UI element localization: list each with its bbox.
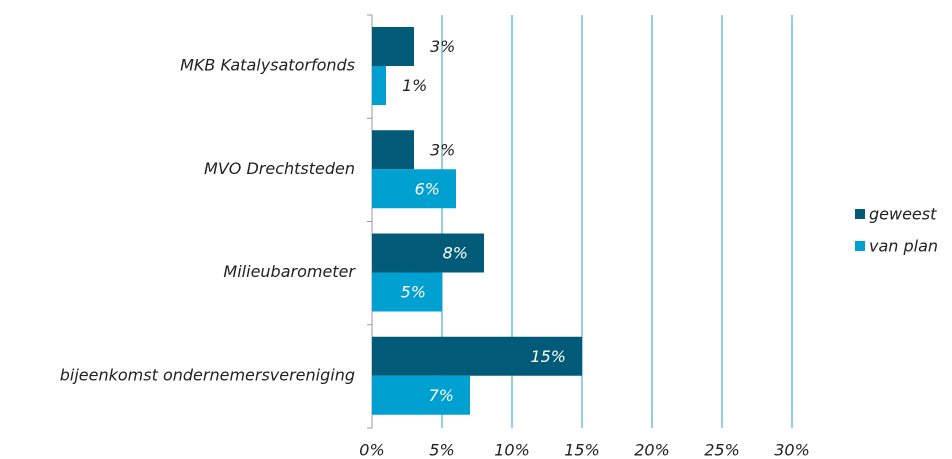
value-label: 7%	[429, 386, 454, 405]
legend-label: van plan	[869, 237, 938, 256]
bar	[372, 130, 414, 170]
bar	[372, 336, 582, 376]
value-label: 1%	[402, 76, 427, 95]
value-label: 15%	[530, 347, 566, 366]
legend-label: geweest	[869, 205, 937, 224]
x-tick-label: 25%	[704, 441, 740, 459]
bar	[372, 375, 470, 415]
y-tick-label: Milieubarometer	[223, 262, 356, 281]
bar	[372, 27, 414, 66]
x-tick-label: 20%	[634, 441, 670, 459]
x-tick-label: 10%	[494, 441, 530, 459]
value-label: 8%	[443, 244, 468, 263]
value-label: 5%	[401, 283, 426, 302]
bar	[372, 233, 484, 273]
bar	[372, 169, 456, 209]
value-label: 3%	[430, 140, 455, 159]
x-tick-label: 15%	[564, 441, 600, 459]
value-label: 3%	[430, 37, 455, 56]
bar	[372, 66, 386, 105]
x-tick-label: 30%	[774, 441, 810, 459]
value-label: 6%	[415, 179, 440, 198]
legend-swatch	[855, 241, 865, 251]
y-tick-label: bijeenkomst ondernemersvereniging	[60, 365, 355, 384]
legend-swatch	[855, 209, 865, 219]
x-tick-label: 5%	[429, 441, 454, 459]
y-tick-label: MKB Katalysatorfonds	[180, 56, 355, 75]
bar	[372, 272, 442, 312]
y-tick-label: MVO Drechtsteden	[204, 159, 355, 178]
x-tick-label: 0%	[359, 441, 384, 459]
